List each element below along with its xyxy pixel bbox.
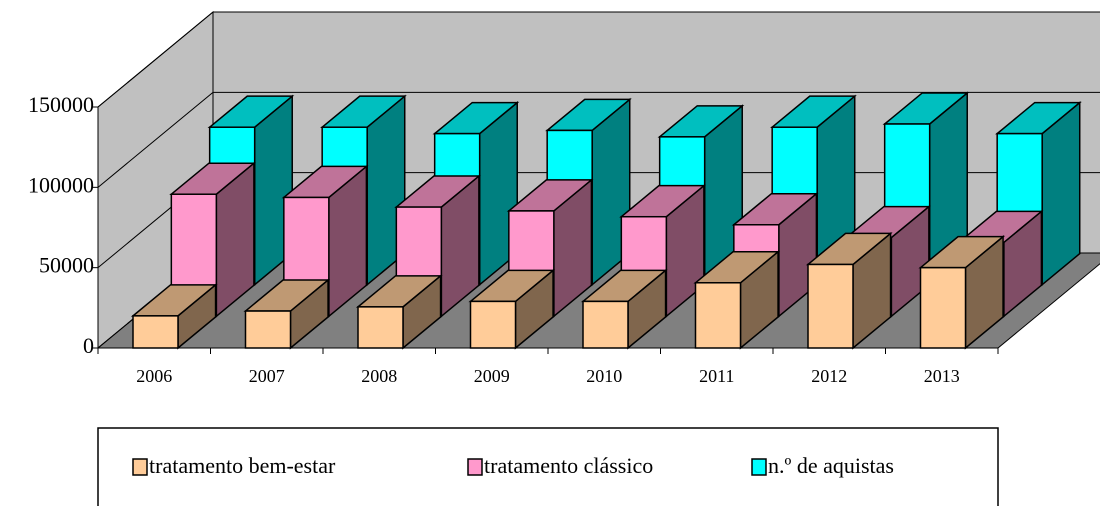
bar (132, 315, 179, 349)
x-tick-label: 2007 (249, 366, 285, 386)
bar (694, 282, 742, 349)
bar (582, 300, 629, 349)
x-tick-label: 2013 (924, 366, 960, 386)
x-tick-label: 2008 (361, 366, 397, 386)
y-tick-label: 0 (83, 333, 94, 358)
bar (469, 300, 517, 349)
x-tick-label: 2010 (586, 366, 622, 386)
x-tick-label: 2011 (699, 366, 734, 386)
legend-label: n.º de aquistas (768, 453, 894, 478)
y-tick-label: 50000 (39, 253, 94, 278)
y-tick-label: 100000 (28, 172, 94, 197)
legend-label: tratamento clássico (484, 453, 653, 478)
grid-line (97, 91, 1100, 188)
bar (357, 306, 404, 349)
x-tick-label: 2009 (474, 366, 510, 386)
x-tick-label: 2012 (811, 366, 847, 386)
legend-swatch (467, 458, 483, 476)
grid-line (97, 11, 1100, 108)
y-tick-label: 150000 (28, 92, 94, 117)
legend-box (97, 427, 999, 506)
bar (244, 310, 292, 349)
legend-swatch (132, 458, 148, 476)
legend-label: tratamento bem-estar (149, 453, 336, 478)
bar (807, 263, 854, 349)
bar (919, 266, 967, 349)
x-tick-label: 2006 (136, 366, 172, 386)
legend-swatch (751, 458, 767, 476)
